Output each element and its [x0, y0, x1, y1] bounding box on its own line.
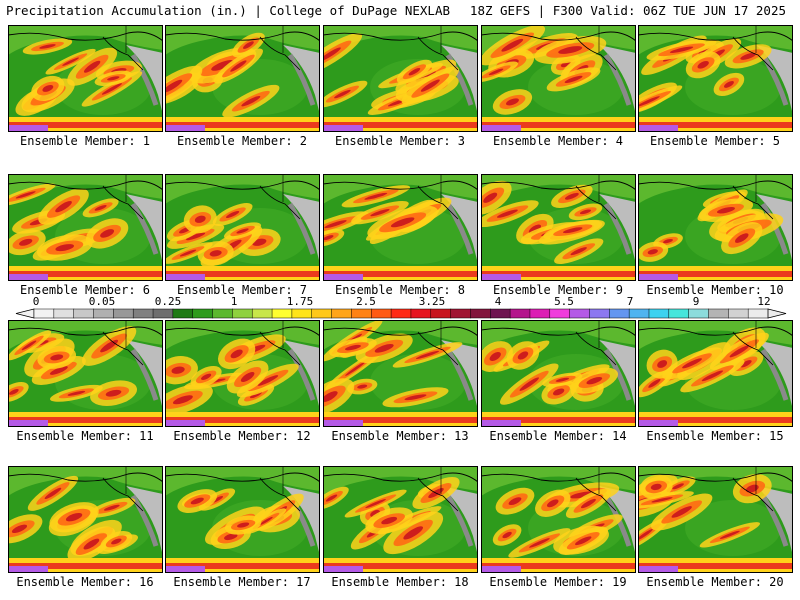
- colorbar-tick-label: 5.5: [554, 295, 574, 308]
- ensemble-member-label: Ensemble Member: 15: [646, 429, 784, 443]
- colorbar-tick-label: 3.25: [418, 295, 446, 308]
- colorbar-tick-label: 0: [32, 295, 40, 308]
- ensemble-map-panel: [323, 25, 478, 132]
- ensemble-member-label: Ensemble Member: 3: [334, 134, 466, 148]
- ensemble-member-label: Ensemble Member: 17: [173, 575, 311, 589]
- ensemble-map-panel: [481, 174, 636, 281]
- ensemble-map-panel: [481, 320, 636, 427]
- ensemble-member-label: Ensemble Member: 6: [19, 283, 151, 297]
- ensemble-map-panel: [638, 320, 793, 427]
- ensemble-member-label: Ensemble Member: 13: [331, 429, 469, 443]
- ensemble-member-label: Ensemble Member: 1: [19, 134, 151, 148]
- ensemble-member-label: Ensemble Member: 19: [489, 575, 627, 589]
- colorbar-tick-label: 2.5: [356, 295, 376, 308]
- ensemble-map-panel: [165, 466, 320, 573]
- colorbar-tick-label: 9: [692, 295, 700, 308]
- ensemble-map-panel: [8, 466, 163, 573]
- ensemble-map-panel: [8, 320, 163, 427]
- ensemble-map-panel: [481, 466, 636, 573]
- ensemble-map-panel: [638, 25, 793, 132]
- ensemble-member-label: Ensemble Member: 4: [492, 134, 624, 148]
- ensemble-member-label: Ensemble Member: 10: [646, 283, 784, 297]
- colorbar-tick-label: 0.05: [88, 295, 116, 308]
- ensemble-member-label: Ensemble Member: 14: [489, 429, 627, 443]
- ensemble-member-label: Ensemble Member: 12: [173, 429, 311, 443]
- colorbar-tick-label: 12: [757, 295, 771, 308]
- ensemble-member-label: Ensemble Member: 2: [176, 134, 308, 148]
- ensemble-member-label: Ensemble Member: 9: [492, 283, 624, 297]
- ensemble-map-panel: [481, 25, 636, 132]
- colorbar-tick-label: 4: [494, 295, 502, 308]
- ensemble-member-label: Ensemble Member: 11: [16, 429, 154, 443]
- ensemble-member-label: Ensemble Member: 20: [646, 575, 784, 589]
- ensemble-map-panel: [165, 174, 320, 281]
- colorbar-tick-label: 1: [230, 295, 238, 308]
- ensemble-member-label: Ensemble Member: 16: [16, 575, 154, 589]
- ensemble-member-label: Ensemble Member: 8: [334, 283, 466, 297]
- ensemble-map-panel: [8, 25, 163, 132]
- ensemble-map-panel: [165, 25, 320, 132]
- model-run-info: 18Z GEFS | F300 Valid: 06Z TUE JUN 17 20…: [469, 3, 786, 18]
- precipitation-colorbar: [15, 308, 787, 319]
- ensemble-map-panel: [638, 466, 793, 573]
- ensemble-map-panel: [8, 174, 163, 281]
- colorbar-tick-label: 7: [626, 295, 634, 308]
- ensemble-map-panel: [323, 174, 478, 281]
- ensemble-map-panel: [165, 320, 320, 427]
- ensemble-member-label: Ensemble Member: 5: [649, 134, 781, 148]
- ensemble-member-label: Ensemble Member: 18: [331, 575, 469, 589]
- colorbar-tick-label: 0.25: [154, 295, 182, 308]
- ensemble-map-panel: [638, 174, 793, 281]
- ensemble-map-panel: [323, 466, 478, 573]
- ensemble-map-panel: [323, 320, 478, 427]
- ensemble-member-label: Ensemble Member: 7: [176, 283, 308, 297]
- page-title: Precipitation Accumulation (in.) | Colle…: [6, 3, 451, 18]
- colorbar-tick-label: 1.75: [286, 295, 314, 308]
